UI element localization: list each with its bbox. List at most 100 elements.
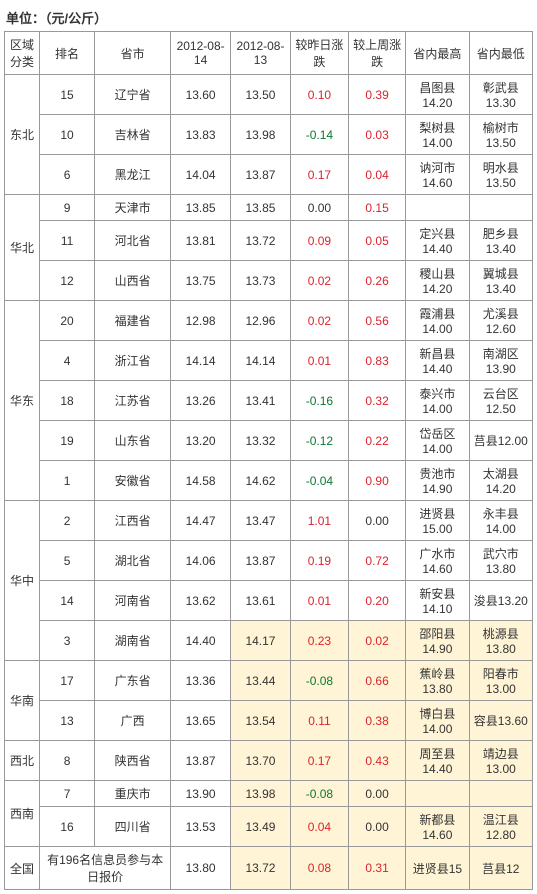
national-note: 有196名信息员参与本日报价: [40, 847, 171, 890]
d2-cell: 13.44: [231, 661, 291, 701]
weekchange-cell: 0.22: [348, 421, 405, 461]
col-province: 省市: [95, 32, 171, 75]
col-daychange: 较昨日涨跌: [290, 32, 348, 75]
province-cell: 吉林省: [95, 115, 171, 155]
daychange-cell: 1.01: [290, 501, 348, 541]
province-cell: 重庆市: [95, 781, 171, 807]
daychange-cell: -0.14: [290, 115, 348, 155]
price-table: 区域分类 排名 省市 2012-08-14 2012-08-13 较昨日涨跌 较…: [4, 31, 533, 890]
high-cell: 新安县14.10: [406, 581, 469, 621]
high-cell: 讷河市14.60: [406, 155, 469, 195]
high-cell: 新都县14.60: [406, 807, 469, 847]
high-cell: [406, 195, 469, 221]
region-cell: 华中: [5, 501, 40, 661]
d1-cell: 13.83: [171, 115, 231, 155]
daychange-cell: 0.02: [290, 301, 348, 341]
province-cell: 河北省: [95, 221, 171, 261]
low-cell: 浚县13.20: [469, 581, 532, 621]
low-cell: 武穴市13.80: [469, 541, 532, 581]
table-row: 5湖北省14.0613.870.190.72广水市14.60武穴市13.80: [5, 541, 533, 581]
d1-cell: 13.85: [171, 195, 231, 221]
high-cell: 进贤县15.00: [406, 501, 469, 541]
d1-cell: 13.53: [171, 807, 231, 847]
province-cell: 山西省: [95, 261, 171, 301]
low-cell: 靖边县13.00: [469, 741, 532, 781]
province-cell: 安徽省: [95, 461, 171, 501]
col-weekchange: 较上周涨跌: [348, 32, 405, 75]
table-row: 华中2江西省14.4713.471.010.00进贤县15.00永丰县14.00: [5, 501, 533, 541]
table-row: 4浙江省14.1414.140.010.83新昌县14.40南湖区13.90: [5, 341, 533, 381]
low-cell: 明水县13.50: [469, 155, 532, 195]
d1-cell: 13.62: [171, 581, 231, 621]
d1-cell: 13.90: [171, 781, 231, 807]
weekchange-cell: 0.04: [348, 155, 405, 195]
d1-cell: 13.20: [171, 421, 231, 461]
weekchange-cell: 0.83: [348, 341, 405, 381]
d2-cell: 13.85: [231, 195, 291, 221]
daychange-cell: 0.01: [290, 581, 348, 621]
high-cell: 梨树县14.00: [406, 115, 469, 155]
d1-cell: 13.65: [171, 701, 231, 741]
low-cell: 肥乡县13.40: [469, 221, 532, 261]
d2-cell: 13.61: [231, 581, 291, 621]
daychange-cell: -0.08: [290, 661, 348, 701]
low-cell: 莒县12: [469, 847, 532, 890]
daychange-cell: 0.08: [290, 847, 348, 890]
rank-cell: 16: [40, 807, 95, 847]
high-cell: 贵池市14.90: [406, 461, 469, 501]
rank-cell: 13: [40, 701, 95, 741]
province-cell: 山东省: [95, 421, 171, 461]
rank-cell: 7: [40, 781, 95, 807]
table-row: 6黑龙江14.0413.870.170.04讷河市14.60明水县13.50: [5, 155, 533, 195]
rank-cell: 18: [40, 381, 95, 421]
daychange-cell: -0.08: [290, 781, 348, 807]
weekchange-cell: 0.03: [348, 115, 405, 155]
region-cell: 西南: [5, 781, 40, 847]
weekchange-cell: 0.00: [348, 501, 405, 541]
low-cell: 尤溪县12.60: [469, 301, 532, 341]
col-region: 区域分类: [5, 32, 40, 75]
rank-cell: 17: [40, 661, 95, 701]
province-cell: 四川省: [95, 807, 171, 847]
table-row: 13广西13.6513.540.110.38博白县14.00容县13.60: [5, 701, 533, 741]
low-cell: 太湖县14.20: [469, 461, 532, 501]
table-row: 16四川省13.5313.490.040.00新都县14.60温江县12.80: [5, 807, 533, 847]
province-cell: 广西: [95, 701, 171, 741]
d2-cell: 13.32: [231, 421, 291, 461]
high-cell: 昌图县14.20: [406, 75, 469, 115]
d1-cell: 13.87: [171, 741, 231, 781]
rank-cell: 1: [40, 461, 95, 501]
col-date2: 2012-08-13: [231, 32, 291, 75]
rank-cell: 6: [40, 155, 95, 195]
d2-cell: 13.41: [231, 381, 291, 421]
province-cell: 黑龙江: [95, 155, 171, 195]
daychange-cell: 0.17: [290, 741, 348, 781]
table-row: 12山西省13.7513.730.020.26稷山县14.20翼城县13.40: [5, 261, 533, 301]
d1-cell: 14.04: [171, 155, 231, 195]
table-row: 1安徽省14.5814.62-0.040.90贵池市14.90太湖县14.20: [5, 461, 533, 501]
low-cell: 云台区12.50: [469, 381, 532, 421]
daychange-cell: 0.02: [290, 261, 348, 301]
daychange-cell: 0.11: [290, 701, 348, 741]
d1-cell: 13.75: [171, 261, 231, 301]
d2-cell: 14.62: [231, 461, 291, 501]
rank-cell: 19: [40, 421, 95, 461]
province-cell: 浙江省: [95, 341, 171, 381]
col-provlow: 省内最低: [469, 32, 532, 75]
table-row: 14河南省13.6213.610.010.20新安县14.10浚县13.20: [5, 581, 533, 621]
d1-cell: 14.47: [171, 501, 231, 541]
d2-cell: 13.87: [231, 541, 291, 581]
rank-cell: 10: [40, 115, 95, 155]
rank-cell: 11: [40, 221, 95, 261]
high-cell: 岱岳区14.00: [406, 421, 469, 461]
d2-cell: 13.54: [231, 701, 291, 741]
low-cell: 南湖区13.90: [469, 341, 532, 381]
high-cell: 霞浦县14.00: [406, 301, 469, 341]
table-row: 西南7重庆市13.9013.98-0.080.00: [5, 781, 533, 807]
region-cell: 西北: [5, 741, 40, 781]
daychange-cell: 0.19: [290, 541, 348, 581]
rank-cell: 8: [40, 741, 95, 781]
province-cell: 湖北省: [95, 541, 171, 581]
table-row: 西北8陕西省13.8713.700.170.43周至县14.40靖边县13.00: [5, 741, 533, 781]
high-cell: 稷山县14.20: [406, 261, 469, 301]
